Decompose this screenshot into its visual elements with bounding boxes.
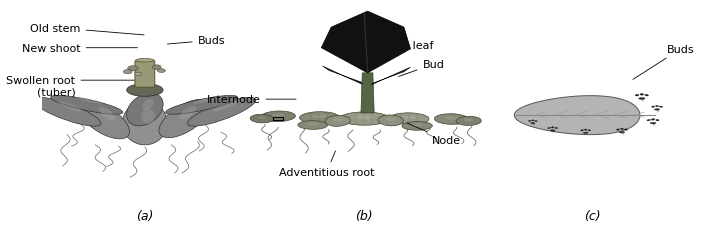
Ellipse shape (272, 114, 285, 117)
Ellipse shape (434, 114, 469, 125)
Text: Buds: Buds (168, 36, 225, 46)
Text: Adventitious root: Adventitious root (279, 151, 375, 177)
Ellipse shape (78, 101, 130, 139)
Ellipse shape (529, 121, 531, 122)
Ellipse shape (58, 102, 82, 112)
Ellipse shape (617, 129, 620, 131)
Ellipse shape (122, 102, 168, 145)
Ellipse shape (532, 120, 534, 121)
Text: Buds: Buds (633, 45, 695, 80)
Text: Old stem: Old stem (30, 24, 144, 36)
Ellipse shape (456, 117, 482, 126)
Ellipse shape (127, 94, 163, 126)
Ellipse shape (411, 124, 423, 127)
Ellipse shape (639, 98, 645, 100)
Ellipse shape (300, 112, 339, 124)
Text: (a): (a) (136, 209, 153, 222)
Ellipse shape (635, 95, 639, 97)
Polygon shape (322, 67, 363, 85)
Ellipse shape (159, 100, 210, 138)
FancyBboxPatch shape (135, 61, 155, 88)
Ellipse shape (192, 98, 218, 104)
Ellipse shape (250, 115, 274, 123)
Ellipse shape (401, 116, 417, 120)
Ellipse shape (339, 112, 389, 126)
Text: Scale leaf: Scale leaf (351, 41, 434, 59)
Ellipse shape (213, 102, 237, 112)
Ellipse shape (389, 113, 429, 125)
Ellipse shape (77, 98, 103, 104)
Text: Bud: Bud (398, 60, 444, 77)
Text: (tuber): (tuber) (37, 87, 75, 97)
Ellipse shape (153, 65, 161, 70)
Ellipse shape (311, 115, 327, 119)
Ellipse shape (123, 70, 132, 74)
Ellipse shape (640, 94, 643, 96)
Ellipse shape (99, 108, 115, 121)
Ellipse shape (584, 129, 587, 131)
Text: (c): (c) (584, 209, 601, 222)
Ellipse shape (142, 99, 153, 111)
Text: Node: Node (407, 124, 461, 146)
Ellipse shape (258, 117, 266, 120)
Polygon shape (372, 68, 410, 85)
Ellipse shape (655, 109, 660, 111)
Ellipse shape (581, 130, 584, 131)
Ellipse shape (378, 115, 403, 126)
Text: Swollen root: Swollen root (6, 76, 137, 86)
Ellipse shape (651, 119, 655, 121)
Ellipse shape (620, 128, 624, 130)
Ellipse shape (33, 98, 101, 127)
Ellipse shape (187, 98, 256, 127)
Ellipse shape (464, 119, 474, 122)
Ellipse shape (551, 127, 554, 128)
Ellipse shape (548, 128, 551, 129)
Ellipse shape (142, 109, 155, 125)
Ellipse shape (531, 123, 535, 124)
Ellipse shape (298, 121, 327, 130)
Ellipse shape (659, 106, 662, 108)
Ellipse shape (555, 128, 558, 129)
Ellipse shape (645, 95, 648, 97)
Ellipse shape (551, 130, 555, 131)
Ellipse shape (261, 112, 296, 122)
Polygon shape (321, 12, 410, 74)
Ellipse shape (584, 133, 588, 134)
Ellipse shape (588, 130, 591, 131)
Ellipse shape (180, 106, 196, 120)
Ellipse shape (624, 129, 627, 131)
Ellipse shape (307, 123, 319, 126)
Ellipse shape (534, 121, 537, 122)
Ellipse shape (134, 73, 142, 76)
Ellipse shape (136, 59, 154, 63)
Ellipse shape (354, 116, 375, 120)
Ellipse shape (402, 122, 432, 131)
Ellipse shape (158, 69, 165, 73)
Ellipse shape (647, 120, 650, 121)
Ellipse shape (333, 119, 343, 122)
Text: (b): (b) (356, 209, 373, 222)
Ellipse shape (652, 106, 655, 108)
Ellipse shape (445, 117, 458, 120)
Ellipse shape (386, 118, 396, 121)
Polygon shape (515, 96, 640, 135)
Ellipse shape (165, 96, 238, 115)
Ellipse shape (650, 123, 656, 124)
Ellipse shape (655, 106, 658, 107)
Ellipse shape (325, 116, 351, 127)
Polygon shape (361, 74, 375, 113)
Ellipse shape (656, 120, 659, 121)
Text: Internode: Internode (207, 95, 296, 105)
Ellipse shape (620, 132, 624, 133)
Ellipse shape (127, 84, 163, 97)
Ellipse shape (51, 96, 122, 115)
Ellipse shape (127, 66, 138, 71)
Text: New shoot: New shoot (22, 44, 137, 53)
